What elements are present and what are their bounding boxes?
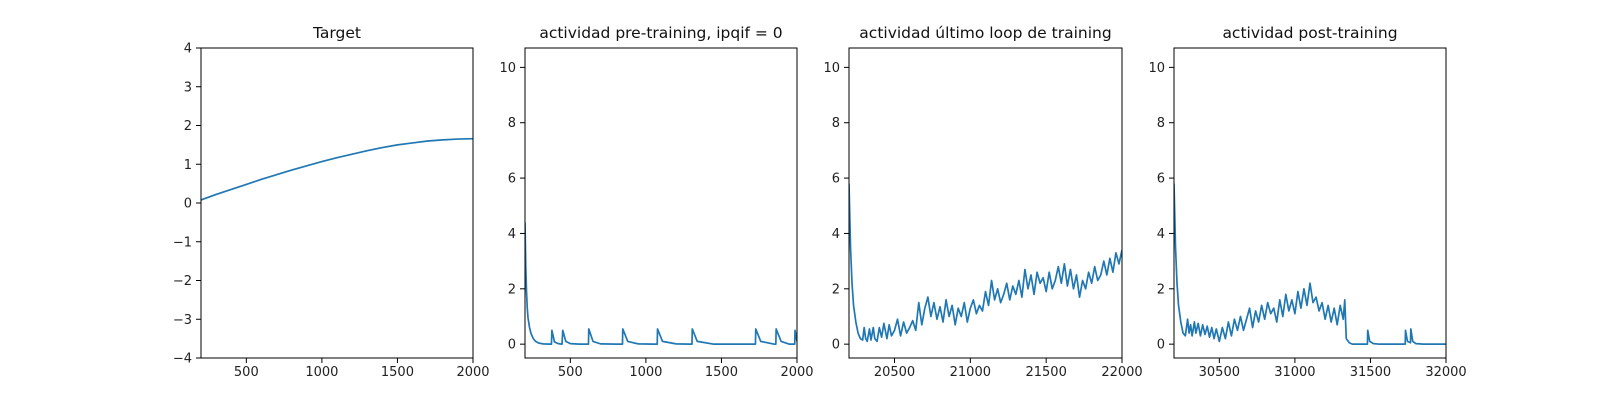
chart-title: actividad último loop de training: [859, 24, 1111, 42]
y-tick-label: 3: [184, 80, 192, 95]
x-tick-label: 500: [558, 365, 583, 380]
x-tick-label: 22000: [1101, 365, 1142, 380]
axes-frame: [1173, 47, 1447, 359]
y-tick-label: 1: [184, 158, 192, 173]
series-line-1: [849, 183, 1122, 343]
chart-title: actividad pre-training, ipqif = 0: [539, 24, 782, 42]
chart-panel-4: actividad post-training 30500 31000 31500 32…: [1148, 24, 1466, 380]
y-tick-label: 0: [184, 197, 192, 212]
x-tick-label: 2000: [456, 365, 489, 380]
y-tick-label: 4: [184, 42, 192, 57]
chart-title: actividad post-training: [1222, 24, 1397, 42]
x-tick-label: 21000: [950, 365, 991, 380]
y-tick-label: −4: [173, 352, 192, 367]
axes-frame: [524, 47, 798, 359]
chart-panel-1: Target 500 1000 1500 2000 −4 −3 −2 −1 0 1 2 3 4: [173, 24, 490, 380]
y-tick-label: 10: [1148, 61, 1165, 76]
y-tick-label: 2: [184, 119, 192, 134]
chart-panel-2: actividad pre-training, ipqif = 0 500 1000…: [499, 24, 813, 380]
y-tick-label: 8: [1157, 116, 1165, 131]
x-tick-label: 1000: [305, 365, 338, 380]
x-tick-label: 2000: [780, 365, 813, 380]
y-tick-label: 2: [508, 282, 516, 297]
x-tick-label: 1500: [705, 365, 738, 380]
y-tick-label: 0: [1157, 338, 1165, 353]
y-tick-label: −2: [173, 274, 192, 289]
x-tick-label: 31500: [1350, 365, 1391, 380]
y-tick-label: 8: [832, 116, 840, 131]
y-tick-label: 8: [508, 116, 516, 131]
y-tick-label: 6: [832, 172, 840, 187]
series-line-1: [525, 222, 797, 346]
y-tick-label: 10: [823, 61, 840, 76]
y-tick-label: 0: [508, 338, 516, 353]
y-tick-label: 6: [508, 172, 516, 187]
y-tick-label: −3: [173, 313, 192, 328]
y-tick-label: 10: [499, 61, 516, 76]
chart-title: Target: [312, 24, 361, 42]
x-tick-label: 32000: [1425, 365, 1466, 380]
x-tick-label: 1500: [381, 365, 414, 380]
y-tick-label: 2: [1157, 282, 1165, 297]
series-line-1: [201, 137, 473, 201]
x-tick-label: 1000: [629, 365, 662, 380]
y-tick-label: 6: [1157, 172, 1165, 187]
x-tick-label: 20500: [874, 365, 915, 380]
y-tick-label: 4: [1157, 227, 1165, 242]
y-tick-label: 4: [832, 227, 840, 242]
x-tick-label: 30500: [1199, 365, 1240, 380]
y-tick-label: −1: [173, 235, 192, 250]
y-tick-label: 4: [508, 227, 516, 242]
axes-frame: [848, 47, 1123, 359]
y-tick-label: 0: [832, 338, 840, 353]
x-tick-label: 500: [234, 365, 259, 380]
x-tick-label: 31000: [1274, 365, 1315, 380]
y-tick-label: 2: [832, 282, 840, 297]
series-line-1: [1174, 183, 1446, 346]
x-tick-label: 21500: [1025, 365, 1066, 380]
